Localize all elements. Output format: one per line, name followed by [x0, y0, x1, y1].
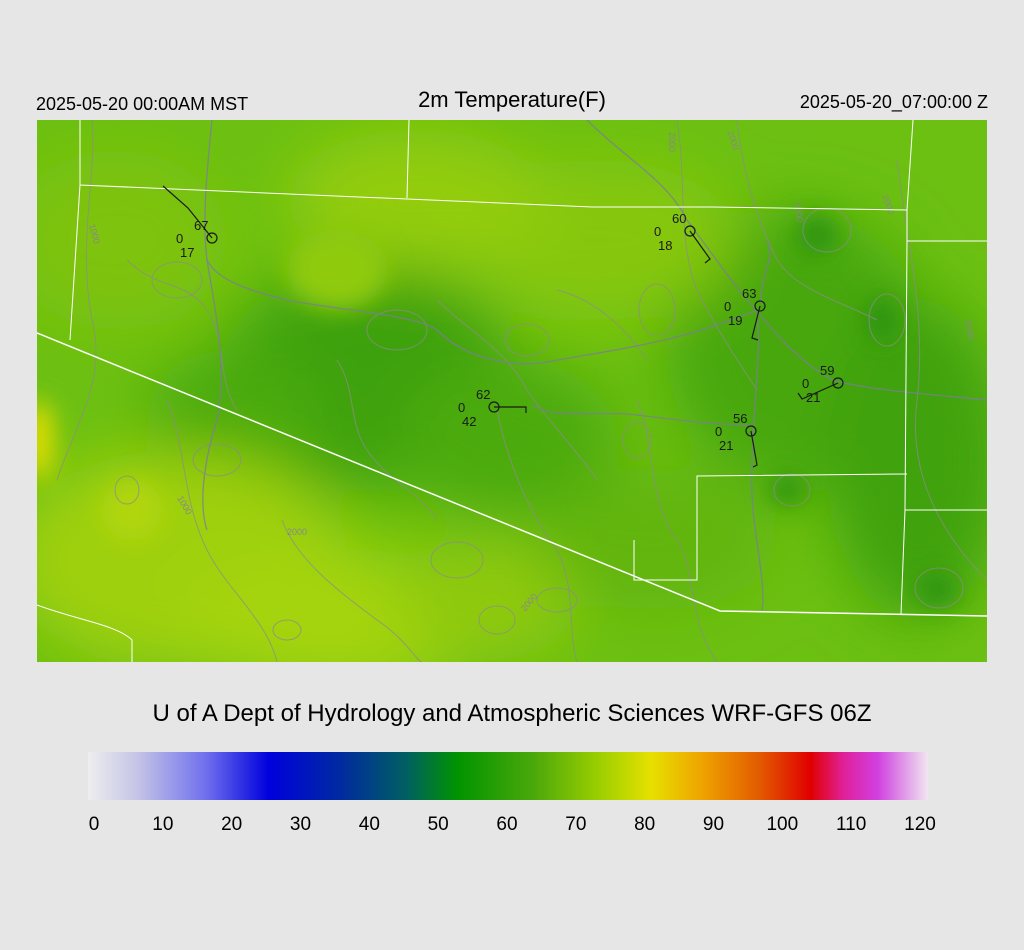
- station-temperature: 62: [476, 387, 490, 402]
- station-cloud-cover: 0: [724, 299, 731, 314]
- station-dewpoint: 18: [658, 238, 672, 253]
- station-temperature: 60: [672, 211, 686, 226]
- colorbar-tick-label: 20: [221, 814, 243, 835]
- map-title: 2m Temperature(F): [418, 87, 606, 112]
- station-dewpoint: 21: [806, 390, 820, 405]
- terrain-contours: [56, 120, 987, 662]
- station-dewpoint: 21: [719, 438, 733, 453]
- station-dewpoint: 17: [180, 245, 194, 260]
- roads: [202, 120, 987, 611]
- temperature-field: [37, 120, 987, 662]
- station-cloud-cover: 0: [176, 231, 183, 246]
- station-cloud-cover: 0: [458, 400, 465, 415]
- wind-barb: [751, 305, 761, 341]
- colorbar-tick-label: 80: [634, 814, 656, 835]
- station-marker: [754, 300, 766, 312]
- station-cloud-cover: 0: [654, 224, 661, 239]
- colorbar-tick-label: 90: [702, 814, 725, 835]
- station-marker: [206, 232, 218, 244]
- wind-barb: [162, 185, 213, 239]
- wind-barb: [689, 230, 711, 264]
- valid-time-local: 2025-05-20 00:00AM MST: [36, 94, 249, 114]
- colorbar-tick-label: 60: [496, 814, 518, 835]
- station-temperature: 67: [194, 218, 208, 233]
- station-temperature: 59: [820, 363, 834, 378]
- station-plot: 62 042: [458, 387, 527, 429]
- wind-barb: [750, 430, 758, 468]
- colorbar-tick-label: 100: [766, 814, 799, 835]
- colorbar-tick-label: 10: [152, 814, 174, 835]
- state-county-borders: [37, 120, 987, 662]
- state-boundary: [37, 332, 987, 617]
- station-temperature: 56: [733, 411, 747, 426]
- valid-time-utc: 2025-05-20_07:00:00 Z: [799, 92, 988, 112]
- station-marker: [745, 425, 757, 437]
- station-plot: 59 021: [797, 363, 844, 405]
- colorbar-tick-label: 110: [836, 814, 867, 835]
- colorbar-tick-label: 40: [358, 814, 380, 835]
- station-plot: 63 019: [724, 286, 766, 341]
- temperature-colorbar: [88, 752, 928, 800]
- station-dewpoint: 19: [728, 313, 742, 328]
- contour-label: 2000: [287, 527, 307, 537]
- wind-barb: [494, 406, 527, 413]
- wind-barb: [797, 382, 839, 400]
- temperature-map: 1000 1000 2000 2000 2000 2000 2000 2000 …: [37, 120, 987, 662]
- colorbar-tick-label: 70: [565, 814, 587, 835]
- model-credit: U of A Dept of Hydrology and Atmospheric…: [152, 700, 872, 727]
- contour-label: 2000: [963, 319, 976, 340]
- station-cloud-cover: 0: [715, 424, 722, 439]
- colorbar-tick-label: 30: [289, 814, 312, 835]
- station-marker: [684, 225, 696, 237]
- station-plot: 60 018: [654, 211, 711, 264]
- station-temperature: 63: [742, 286, 756, 301]
- contour-label: 2000: [667, 132, 677, 152]
- station-marker: [832, 377, 844, 389]
- colorbar-tick-label: 50: [427, 814, 449, 835]
- station-plot: 67 017: [162, 185, 218, 260]
- colorbar-tick-label: 120: [904, 814, 936, 835]
- contour-label: 2000: [792, 202, 805, 223]
- station-dewpoint: 42: [462, 414, 476, 429]
- station-plot: 56 021: [715, 411, 758, 468]
- colorbar-tick-label: 0: [88, 814, 100, 835]
- station-cloud-cover: 0: [802, 376, 809, 391]
